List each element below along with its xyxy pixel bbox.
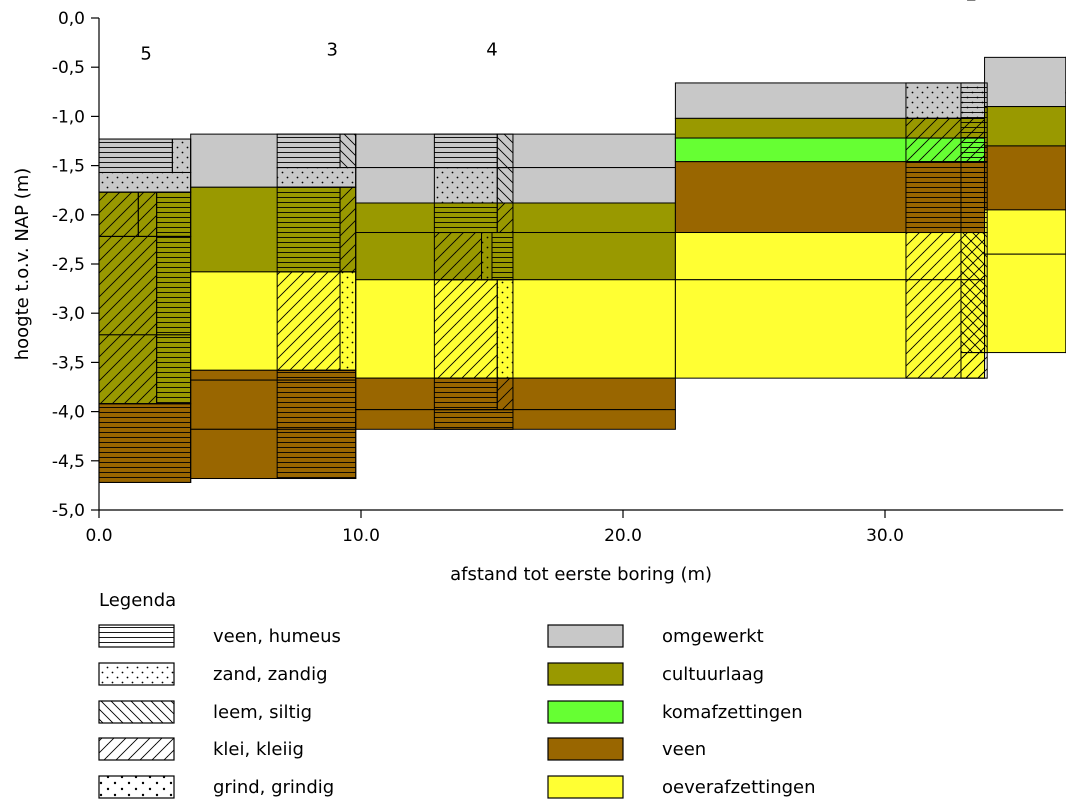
unit-cultuurlaag bbox=[984, 106, 1066, 147]
unit-veen bbox=[984, 145, 1066, 211]
legend-label: oeverafzettingen bbox=[662, 777, 816, 798]
lithology-veen-humeus bbox=[960, 161, 988, 234]
legend-swatch-klei-kleiig bbox=[98, 737, 175, 761]
x-tick-label: 0.0 bbox=[85, 526, 112, 546]
legend-label: veen bbox=[662, 739, 706, 760]
lithology-klei-kleiig bbox=[433, 279, 498, 379]
lithology-klei-kleiig bbox=[276, 271, 341, 371]
unit-omgewerkt bbox=[355, 167, 676, 204]
x-axis-label: afstand tot eerste boring (m) bbox=[450, 564, 712, 585]
legend-swatch-komafzettingen bbox=[547, 700, 624, 724]
lithology-klei-kleiig bbox=[433, 232, 483, 281]
legend-swatch-omgewerkt bbox=[547, 624, 624, 648]
unit-cultuurlaag bbox=[355, 202, 676, 234]
lithology-zand-zandig bbox=[171, 138, 192, 173]
lithology-zand-zandig bbox=[496, 279, 514, 379]
lithology-veen-humeus bbox=[433, 377, 498, 411]
y-tick-label: -2,0 bbox=[52, 206, 85, 226]
y-tick-label: -4,0 bbox=[52, 403, 85, 423]
lithology-veen-humeus bbox=[433, 409, 514, 430]
lithology-veen-humeus bbox=[433, 133, 498, 169]
y-tick-label: -3,5 bbox=[52, 353, 85, 373]
legend-label: leem, siltig bbox=[213, 702, 312, 723]
unit-oeverafzettingen bbox=[984, 209, 1066, 255]
lithology-zand-zandig bbox=[98, 171, 192, 193]
lithology-leem-siltig bbox=[496, 167, 514, 204]
borehole-label: 2 bbox=[966, 0, 977, 5]
y-tick-label: -3,0 bbox=[52, 304, 85, 324]
legend-swatch-grind-grindig bbox=[98, 775, 175, 799]
legend-label: komafzettingen bbox=[662, 702, 803, 723]
lithology-veen-humeus bbox=[156, 235, 192, 405]
borehole-label: 4 bbox=[486, 39, 497, 60]
lithology-leem-siltig bbox=[960, 232, 988, 354]
legend-label: zand, zandig bbox=[213, 664, 328, 685]
y-tick-label: 0,0 bbox=[58, 9, 85, 29]
legend-swatch-leem-siltig bbox=[98, 700, 175, 724]
lithology-veen-humeus bbox=[491, 232, 514, 281]
unit-veen bbox=[355, 377, 676, 411]
unit-omgewerkt bbox=[355, 133, 676, 169]
legend-label: omgewerkt bbox=[662, 626, 764, 647]
lithology-zand-zandig bbox=[276, 167, 357, 188]
unit-omgewerkt bbox=[984, 56, 1066, 108]
lithology-veen-humeus bbox=[276, 369, 357, 480]
lithology-veen-humeus bbox=[156, 191, 192, 237]
unit-cultuurlaag bbox=[355, 232, 676, 281]
lithology-leem-siltig bbox=[339, 133, 357, 169]
lithology-leem-siltig bbox=[496, 133, 514, 169]
x-tick-label: 30.0 bbox=[866, 526, 904, 546]
lithology-klei-kleiig bbox=[98, 235, 158, 405]
legend-label: klei, kleiig bbox=[213, 739, 304, 760]
lithology-klei-kleiig bbox=[137, 191, 158, 237]
x-tick-label: 10.0 bbox=[342, 526, 380, 546]
legend-title: Legenda bbox=[99, 590, 176, 611]
unit-oeverafzettingen bbox=[355, 279, 676, 379]
legend-label: cultuurlaag bbox=[662, 664, 764, 685]
y-tick-label: -1,0 bbox=[52, 107, 85, 127]
lithology-veen-humeus bbox=[960, 82, 988, 163]
lithology-zand-zandig bbox=[339, 271, 357, 371]
lithology-veen-humeus bbox=[98, 403, 192, 483]
y-tick-label: -4,5 bbox=[52, 452, 85, 472]
y-tick-label: -0,5 bbox=[52, 58, 85, 78]
legend-label: grind, grindig bbox=[213, 777, 334, 798]
y-axis-label: hoogte t.o.v. NAP (m) bbox=[12, 168, 33, 361]
lithology-veen-humeus bbox=[276, 186, 341, 273]
lithology-klei-kleiig bbox=[960, 352, 988, 379]
x-tick-label: 20.0 bbox=[604, 526, 642, 546]
lithology-veen-humeus bbox=[433, 202, 498, 234]
legend-swatch-veen-humeus bbox=[98, 624, 175, 648]
y-tick-label: -5,0 bbox=[52, 501, 85, 521]
legend-swatch-oeverafzettingen bbox=[547, 775, 624, 799]
y-tick-label: -1,5 bbox=[52, 157, 85, 177]
lithology-veen-humeus bbox=[98, 138, 173, 173]
unit-veen bbox=[355, 409, 676, 430]
borehole-label: 5 bbox=[140, 43, 151, 64]
unit-oeverafzettingen bbox=[984, 253, 1066, 354]
lithology-zand-zandig bbox=[481, 232, 493, 281]
lithology-klei-kleiig bbox=[98, 191, 139, 237]
lithology-klei-kleiig bbox=[496, 377, 514, 411]
legend-swatch-cultuurlaag bbox=[547, 662, 624, 686]
legend-label: veen, humeus bbox=[213, 626, 341, 647]
lithology-klei-kleiig bbox=[339, 186, 357, 273]
lithology-veen-humeus bbox=[276, 133, 341, 169]
borehole-label: 3 bbox=[326, 39, 337, 60]
legend-swatch-zand-zandig bbox=[98, 662, 175, 686]
legend-swatch-veen bbox=[547, 737, 624, 761]
y-tick-label: -2,5 bbox=[52, 255, 85, 275]
lithology-klei-kleiig bbox=[496, 202, 514, 234]
lithology-zand-zandig bbox=[433, 167, 498, 204]
